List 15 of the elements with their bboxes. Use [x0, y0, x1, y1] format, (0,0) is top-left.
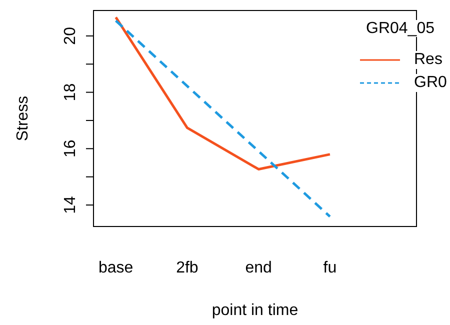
y-tick-label: 16 [62, 140, 79, 158]
y-tick-label: 18 [62, 83, 79, 102]
y-tick-label: 20 [62, 26, 79, 45]
x-tick-label: end [245, 259, 272, 276]
y-axis-title: Stress [14, 96, 32, 142]
x-tick-label: 2fb [176, 259, 198, 276]
y-tick-label: 14 [62, 196, 79, 214]
line-series [114, 16, 332, 170]
legend-title: GR04_05 [366, 20, 434, 37]
x-tick-label: base [98, 259, 134, 276]
legend-label: Res [414, 50, 442, 68]
x-tick-label: fu [323, 259, 337, 276]
legend-label: GR0 [414, 74, 447, 92]
line-series [114, 19, 332, 218]
x-axis-title: point in time [212, 302, 298, 319]
